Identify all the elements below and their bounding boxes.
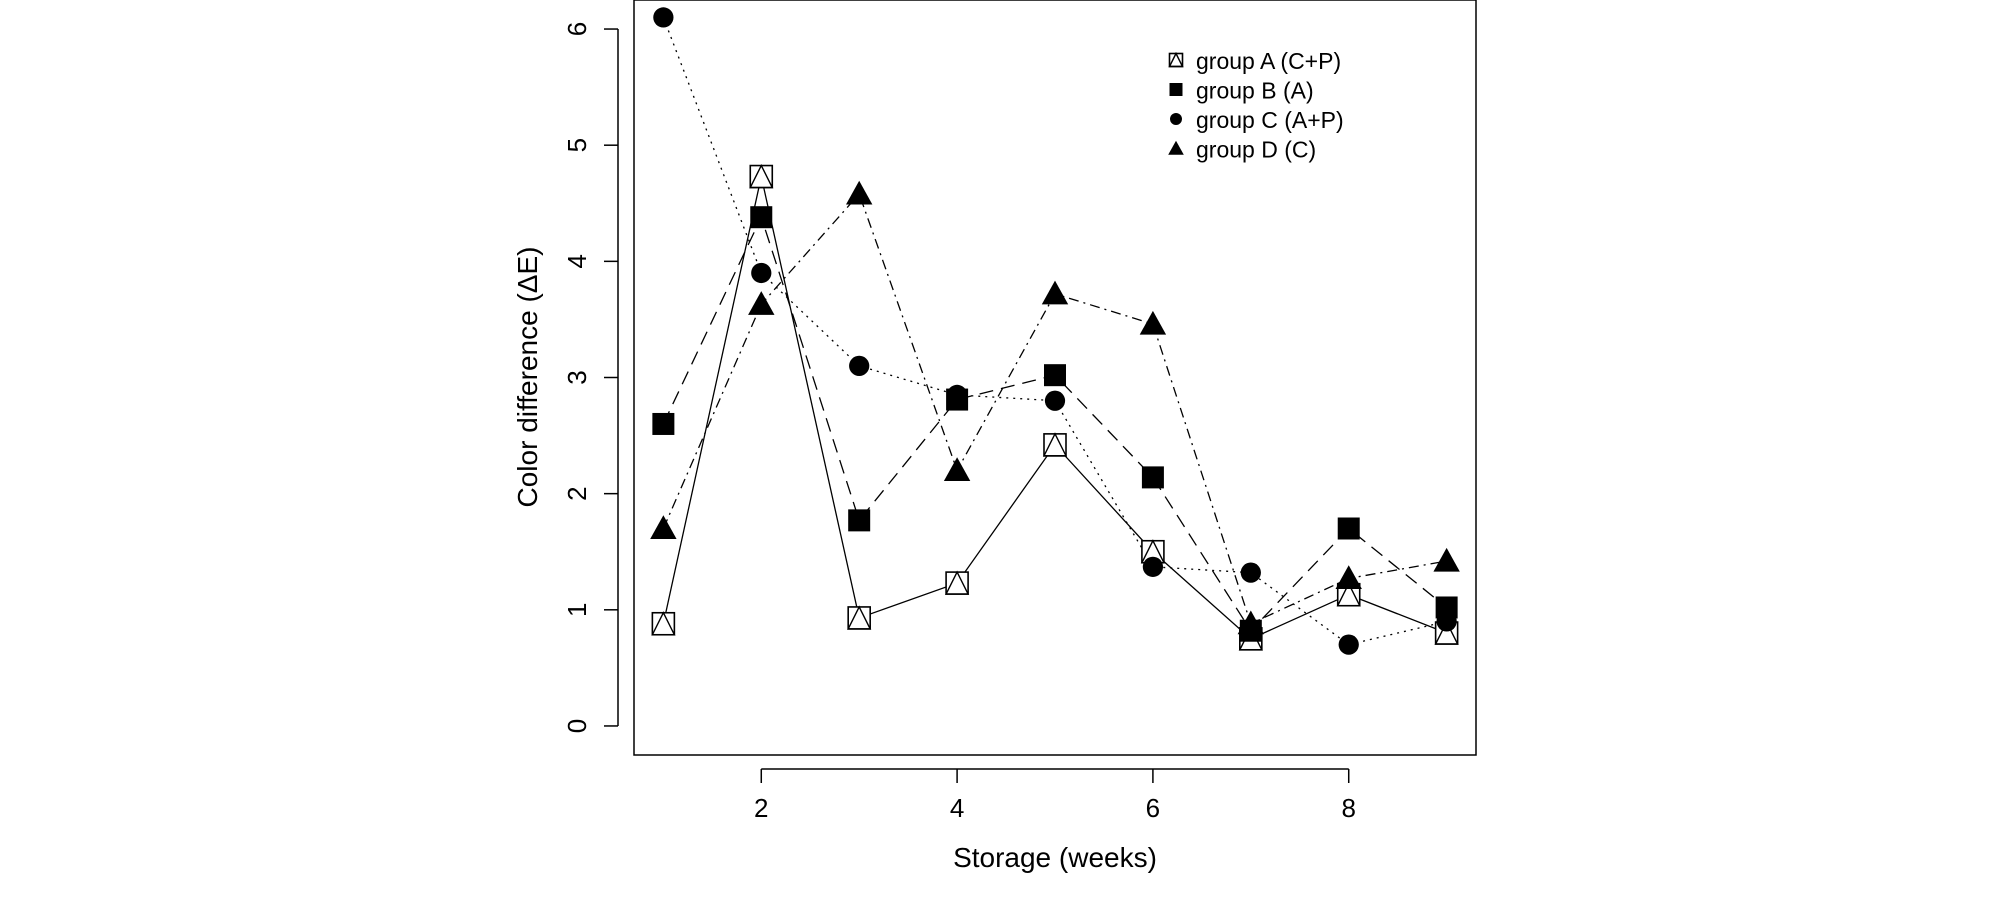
legend-marker: [1168, 140, 1184, 155]
data-point: [1337, 517, 1360, 540]
y-tick-label: 4: [562, 254, 592, 268]
data-point: [653, 7, 674, 28]
x-tick-label: 2: [754, 793, 768, 823]
series-markers: [650, 7, 1460, 655]
data-point: [1336, 582, 1361, 607]
legend-marker: [1170, 113, 1182, 125]
data-point: [1044, 364, 1066, 387]
x-tick-label: 6: [1146, 793, 1160, 823]
plot-frame: [633, 0, 1477, 756]
y-tick-label: 3: [562, 370, 592, 384]
data-point: [1139, 310, 1167, 335]
data-point: [1240, 562, 1261, 583]
data-point: [1335, 565, 1362, 590]
data-point: [1044, 390, 1066, 411]
data-point: [847, 605, 872, 630]
y-tick-label: 2: [562, 486, 592, 500]
data-point: [944, 570, 970, 595]
y-tick-label: 0: [562, 719, 592, 733]
legend-marker: [1169, 83, 1183, 96]
y-tick-label: 6: [562, 22, 592, 36]
data-point: [849, 355, 870, 377]
data-point: [751, 262, 772, 284]
axes: 0 1 2 3 4 5 6 2 4 6 8: [562, 22, 1356, 823]
data-point: [749, 163, 774, 189]
data-point: [1237, 610, 1265, 635]
data-point: [650, 515, 677, 540]
legend: group A (C+P) group B (A) group C (A+P) gro…: [1168, 48, 1344, 163]
legend-label: group B (A): [1196, 78, 1314, 104]
y-tick-label: 1: [562, 603, 592, 617]
data-point: [1142, 556, 1164, 577]
y-tick-label: 5: [562, 138, 592, 152]
legend-label: group A (C+P): [1196, 48, 1341, 74]
y-axis-label: Color difference (ΔE): [512, 247, 543, 508]
data-point: [750, 206, 773, 229]
data-point: [748, 291, 775, 315]
data-point: [946, 384, 968, 406]
series-line-3: [662, 17, 1447, 646]
legend-label: group D (C): [1196, 137, 1316, 163]
legend-label: group C (A+P): [1196, 107, 1344, 133]
data-point: [1433, 547, 1460, 572]
legend-marker: [1168, 51, 1184, 68]
x-tick-label: 8: [1341, 793, 1355, 823]
data-point: [848, 509, 871, 532]
data-point: [1141, 466, 1164, 489]
data-point: [1436, 611, 1457, 632]
data-point: [1042, 432, 1068, 457]
data-point: [651, 611, 676, 636]
x-axis-label: Storage (weeks): [953, 842, 1157, 873]
data-point: [943, 457, 971, 481]
data-point: [652, 412, 675, 435]
data-point: [1041, 280, 1069, 305]
series-line-2: [662, 215, 1448, 632]
x-tick-label: 4: [950, 793, 964, 823]
data-point: [845, 180, 873, 205]
data-point: [1338, 634, 1359, 655]
